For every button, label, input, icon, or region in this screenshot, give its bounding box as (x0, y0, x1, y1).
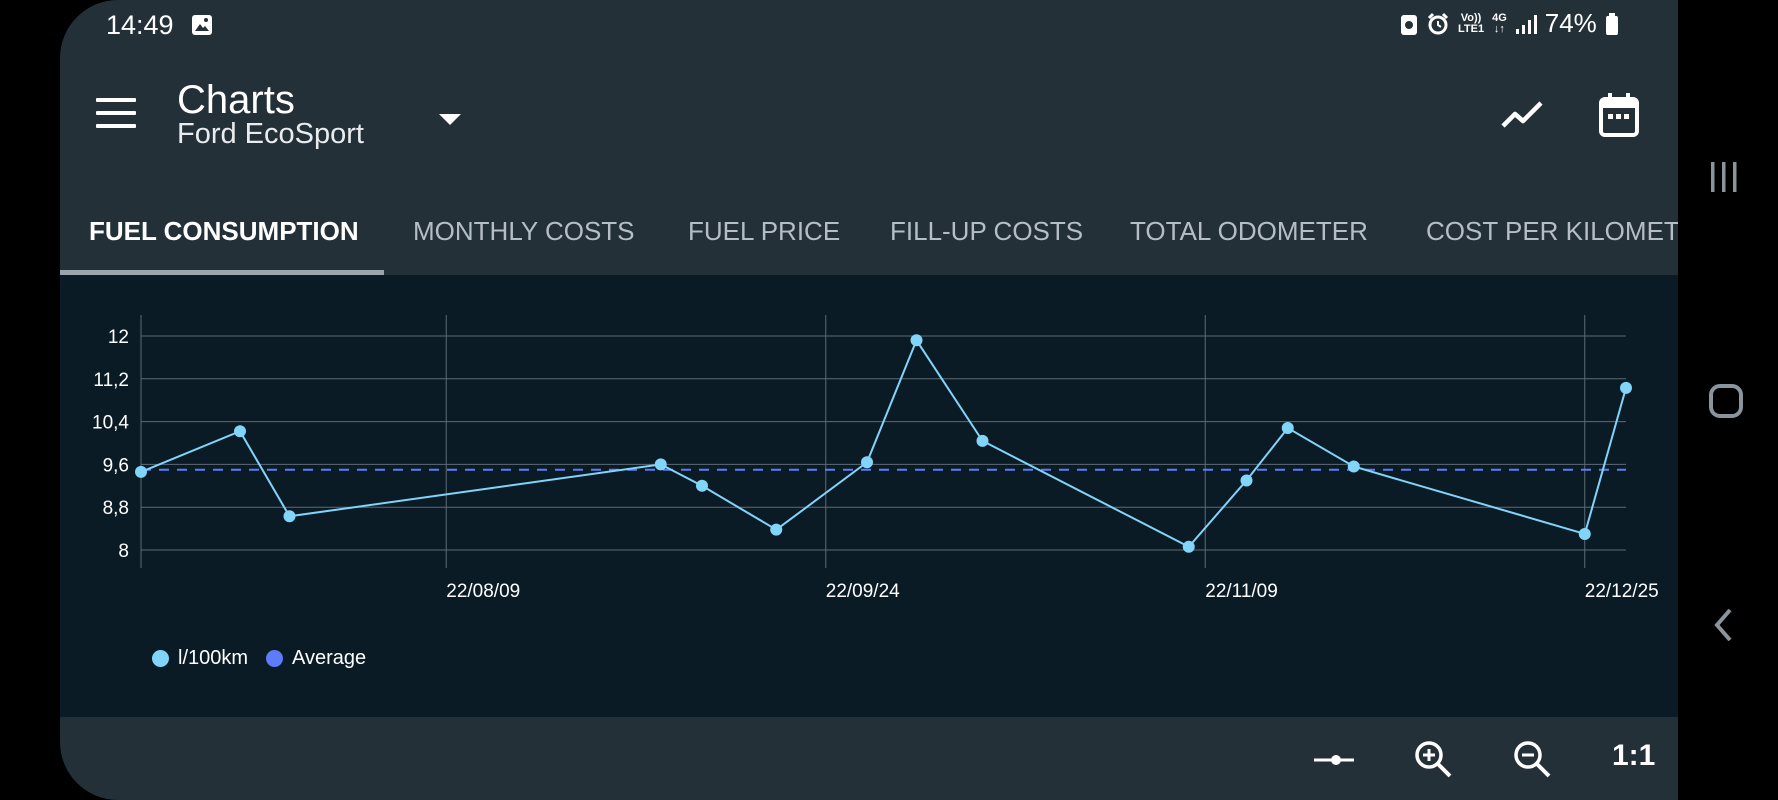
status-icons: Vo)) LTE1 4G ↓↑ 74% (1400, 8, 1619, 39)
clock: 14:49 (106, 10, 174, 40)
data-point (1620, 381, 1632, 394)
x-tick-label: 22/08/09 (446, 581, 520, 602)
battery-level: 74% (1544, 8, 1597, 38)
y-tick-label: 10,4 (92, 413, 129, 434)
zoom-in-icon[interactable] (1413, 739, 1453, 779)
tab-fill-up-costs[interactable]: FILL-UP COSTS (890, 216, 1084, 246)
status-bar: 14:49 Vo)) LTE1 4G ↓↑ (60, 0, 1678, 52)
y-tick-label: 8 (118, 541, 129, 562)
y-tick-label: 11,2 (93, 370, 129, 391)
trend-line-icon[interactable] (1500, 94, 1544, 134)
legend-marker-series (152, 650, 169, 667)
legend-label-series: l/100km (178, 647, 249, 669)
top-app-bar: Charts Ford EcoSport (60, 60, 1678, 170)
data-point (234, 425, 246, 438)
x-tick-label: 22/09/24 (826, 581, 900, 602)
reset-zoom-button[interactable]: 1:1 (1612, 739, 1656, 772)
y-tick-label: 9,6 (103, 455, 129, 476)
system-nav-bar (1678, 0, 1778, 800)
tab-monthly-costs[interactable]: MONTHLY COSTS (413, 216, 635, 246)
chart-panel[interactable]: 12 11,2 10,4 9,6 8,8 8 22/08/09 22/09/24 22/11/0… (60, 275, 1678, 717)
vehicle-selector[interactable] (430, 100, 470, 140)
menu-icon (96, 98, 136, 102)
y-tick-label: 8,8 (103, 498, 129, 519)
data-point (1347, 460, 1360, 473)
network-type: 4G ↓↑ (1492, 11, 1507, 35)
slider-icon[interactable] (1312, 745, 1356, 775)
data-point (1281, 422, 1294, 435)
data-point (861, 456, 873, 469)
signal-icon (1515, 14, 1537, 34)
x-tick-label: 22/11/09 (1205, 581, 1278, 602)
data-point (976, 434, 989, 447)
data-point (770, 523, 783, 536)
data-point (1182, 540, 1195, 553)
data-point (654, 458, 667, 471)
data-point (1578, 527, 1591, 540)
chart-tabs: FUEL CONSUMPTION MONTHLY COSTS FUEL PRIC… (60, 200, 1678, 275)
page-title: Charts (177, 78, 295, 122)
data-point (283, 510, 296, 523)
recent-apps-icon[interactable] (1708, 160, 1740, 194)
app-window: 14:49 Vo)) LTE1 4G ↓↑ (60, 0, 1678, 800)
tab-fuel-consumption[interactable]: FUEL CONSUMPTION (89, 216, 359, 246)
tab-fuel-price[interactable]: FUEL PRICE (688, 216, 841, 246)
data-point (696, 479, 708, 492)
tab-indicator (60, 270, 384, 275)
volte-indicator: Vo)) LTE1 (1458, 11, 1485, 35)
caret-down-icon (439, 114, 461, 125)
zoom-toolbar: 1:1 (60, 717, 1678, 800)
zoom-out-icon[interactable] (1512, 739, 1552, 779)
legend-label-average: Average (292, 647, 367, 669)
home-icon[interactable] (1708, 383, 1744, 419)
back-icon[interactable] (1708, 607, 1740, 643)
alarm-icon (1427, 12, 1449, 34)
calendar-icon[interactable] (1598, 92, 1640, 138)
fuel-consumption-chart[interactable]: 12 11,2 10,4 9,6 8,8 8 22/08/09 22/09/24 22/11/0… (60, 275, 1678, 717)
tab-cost-per-kilometre[interactable]: COST PER KILOMETR (1426, 216, 1678, 246)
series-line (140, 338, 1627, 549)
nfc-icon (1401, 14, 1417, 35)
battery-icon (1605, 12, 1618, 35)
x-tick-label: 22/12/25 (1585, 581, 1659, 602)
gallery-icon (192, 15, 212, 35)
y-tick-label: 12 (108, 327, 129, 348)
vehicle-name: Ford EcoSport (177, 118, 364, 150)
data-point (135, 465, 147, 478)
menu-button[interactable] (96, 98, 136, 130)
chart-legend: l/100km Average (152, 647, 366, 670)
tab-total-odometer[interactable]: TOTAL ODOMETER (1130, 216, 1368, 246)
legend-marker-average (266, 650, 284, 667)
data-point (910, 334, 923, 347)
data-point (1240, 474, 1253, 487)
